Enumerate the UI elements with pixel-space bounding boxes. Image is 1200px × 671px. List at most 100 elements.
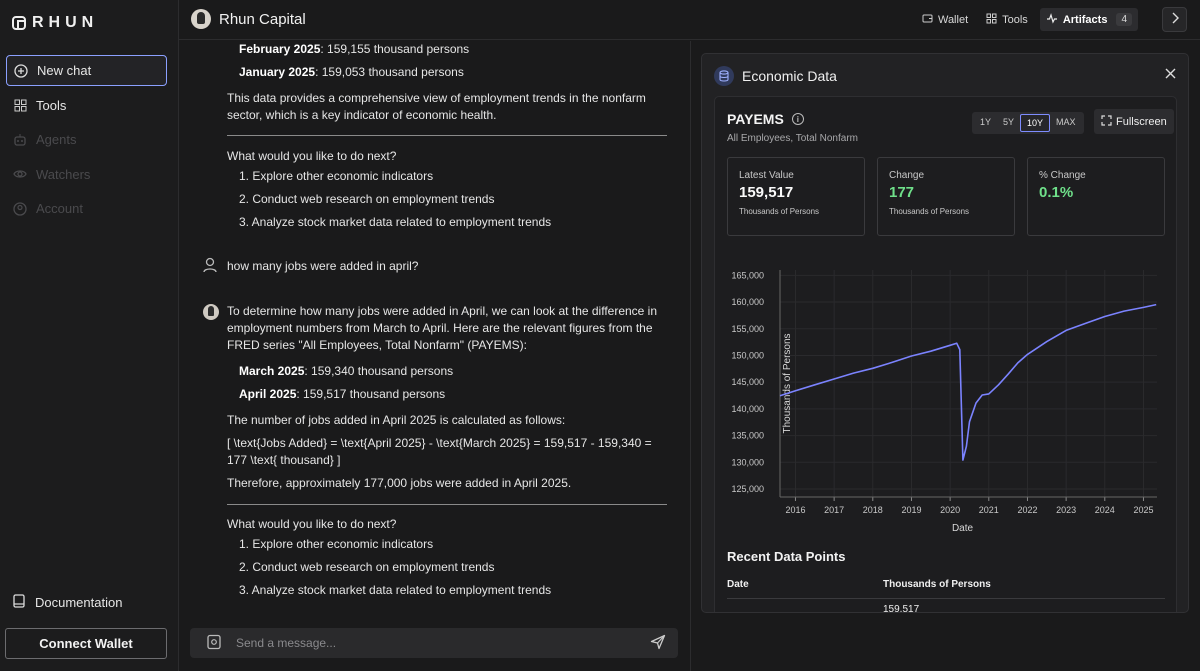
conclusion: Therefore, approximately 177,000 jobs we… xyxy=(227,476,572,490)
next-option: 1. Explore other economic indicators xyxy=(239,169,434,183)
artifact-header: Economic Data xyxy=(714,66,837,86)
user-message: how many jobs were added in april? xyxy=(227,259,419,273)
wallet-label: Wallet xyxy=(937,13,969,26)
sidebar-item-label: Agents xyxy=(36,132,77,147)
fullscreen-button[interactable]: Fullscreen xyxy=(1094,109,1174,134)
tools-button[interactable]: Tools xyxy=(980,8,1034,31)
sidebar-item-watchers[interactable]: Watchers xyxy=(6,159,167,190)
sidebar: RHUN New chat Tools Agents Watchers xyxy=(0,0,179,671)
documentation-label: Documentation xyxy=(35,595,123,610)
range-selector: 1Y 5Y 10Y MAX xyxy=(972,112,1084,134)
divider xyxy=(227,135,667,136)
send-icon[interactable] xyxy=(650,634,666,653)
new-chat-button[interactable]: New chat xyxy=(6,55,167,86)
logo[interactable]: RHUN xyxy=(12,14,98,32)
collapse-panel-button[interactable] xyxy=(1162,7,1187,32)
fullscreen-label: Fullscreen xyxy=(1116,115,1167,128)
logo-icon xyxy=(12,16,26,30)
new-chat-label: New chat xyxy=(37,63,92,78)
message-composer xyxy=(190,628,678,658)
next-option: 1. Explore other economic indicators xyxy=(239,537,434,551)
stat-change: Change 177 Thousands of Persons xyxy=(877,157,1015,236)
y-axis-label: Thousands of Persons xyxy=(782,333,793,433)
wallet-button[interactable]: Wallet xyxy=(916,8,974,31)
divider xyxy=(227,504,667,505)
artifacts-count-badge: 4 xyxy=(1116,13,1132,26)
march-figure: March 2025: 159,340 thousand persons xyxy=(239,364,454,378)
next-question: What would you like to do next? xyxy=(227,517,397,531)
sidebar-nav: New chat Tools Agents Watchers Account xyxy=(6,55,167,228)
sidebar-item-agents[interactable]: Agents xyxy=(6,124,167,155)
calc-intro: The number of jobs added in April 2025 i… xyxy=(227,413,566,427)
range-5y[interactable]: 5Y xyxy=(1003,117,1015,127)
stat-unit: Thousands of Persons xyxy=(889,207,970,216)
next-option: 2. Conduct web research on employment tr… xyxy=(239,560,495,574)
attach-file-icon[interactable] xyxy=(206,634,222,653)
prev-data-jan: January 2025: 159,053 thousand persons xyxy=(239,65,464,79)
stat-unit: Thousands of Persons xyxy=(739,207,820,216)
tools-label: Tools xyxy=(1002,13,1028,26)
message-input[interactable] xyxy=(236,636,650,650)
next-option: 3. Analyze stock market data related to … xyxy=(239,215,552,229)
connect-wallet-button[interactable]: Connect Wallet xyxy=(5,628,167,659)
response-line-3: FRED series "All Employees, Total Nonfar… xyxy=(227,338,527,352)
table-cell-value: 159,517 xyxy=(883,604,920,613)
chevron-right-icon xyxy=(1171,12,1179,27)
plus-circle-icon xyxy=(14,63,28,78)
stat-value: 159,517 xyxy=(739,184,794,201)
response-line-1: To determine how many jobs were added in… xyxy=(227,304,658,318)
grid-icon xyxy=(13,98,27,112)
sidebar-item-label: Tools xyxy=(36,97,67,113)
x-tick-label: 2021 xyxy=(979,505,999,515)
next-question: What would you like to do next? xyxy=(227,149,397,163)
x-tick-label: 2023 xyxy=(1056,505,1076,515)
logo-text: RHUN xyxy=(32,14,99,31)
formula-line-1: [ \text{Jobs Added} = \text{April 2025} … xyxy=(227,436,652,450)
robot-icon xyxy=(13,133,27,147)
series-card: PAYEMS i All Employees, Total Nonfarm 1Y… xyxy=(714,96,1177,613)
documentation-link[interactable]: Documentation xyxy=(13,594,122,611)
y-tick-label: 125,000 xyxy=(731,484,764,494)
range-10y[interactable]: 10Y xyxy=(1020,114,1051,132)
range-1y[interactable]: 1Y xyxy=(980,117,992,127)
y-tick-label: 145,000 xyxy=(731,377,764,387)
x-axis-label: Date xyxy=(952,523,974,534)
y-tick-label: 150,000 xyxy=(731,350,764,360)
artifacts-button[interactable]: Artifacts 4 xyxy=(1039,8,1138,31)
x-tick-label: 2024 xyxy=(1095,505,1115,515)
avatar xyxy=(191,9,211,29)
top-actions: Wallet Tools Artifacts 4 xyxy=(916,8,1138,31)
eye-icon xyxy=(13,167,27,181)
artifacts-label: Artifacts xyxy=(1062,13,1108,26)
response-line-2: employment numbers from March to April. … xyxy=(227,321,653,335)
fullscreen-icon xyxy=(1101,114,1112,129)
close-icon[interactable] xyxy=(1165,66,1176,84)
info-icon[interactable]: i xyxy=(791,113,804,125)
x-tick-label: 2020 xyxy=(940,505,960,515)
formula-line-2: 177 \text{ thousand} ] xyxy=(227,453,341,467)
chat-thread: February 2025: 159,155 thousand persons … xyxy=(179,41,690,671)
april-figure: April 2025: 159,517 thousand persons xyxy=(239,387,446,401)
x-tick-label: 2016 xyxy=(785,505,805,515)
series-description: All Employees, Total Nonfarm xyxy=(727,133,858,144)
y-tick-label: 165,000 xyxy=(731,270,764,280)
range-max[interactable]: MAX xyxy=(1056,117,1076,127)
sidebar-item-tools[interactable]: Tools xyxy=(6,90,167,121)
x-tick-label: 2017 xyxy=(824,505,844,515)
sidebar-item-account[interactable]: Account xyxy=(6,193,167,224)
series-line xyxy=(779,303,1157,461)
prev-summary-line-2: sector, which is a key indicator of econ… xyxy=(227,108,497,122)
x-tick-label: 2019 xyxy=(901,505,921,515)
grid-icon xyxy=(986,13,997,27)
y-tick-label: 140,000 xyxy=(731,404,764,414)
column-header-value: Thousands of Persons xyxy=(883,579,991,590)
sidebar-item-label: Account xyxy=(36,201,83,216)
next-option: 2. Conduct web research on employment tr… xyxy=(239,192,495,206)
activity-icon xyxy=(1046,12,1058,27)
stat-value: 177 xyxy=(889,184,915,201)
column-header-date: Date xyxy=(727,579,749,590)
x-tick-label: 2018 xyxy=(863,505,883,515)
user-circle-icon xyxy=(13,201,27,216)
x-tick-label: 2025 xyxy=(1133,505,1153,515)
stat-label: % Change xyxy=(1039,170,1086,181)
